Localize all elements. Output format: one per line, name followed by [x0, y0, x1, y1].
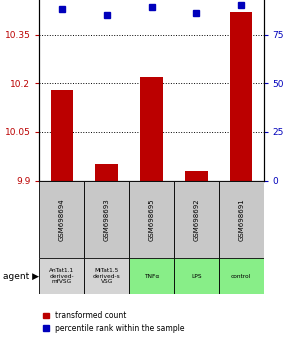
Bar — [140, 77, 163, 181]
Bar — [230, 12, 252, 181]
Bar — [39, 181, 84, 258]
Bar — [84, 258, 129, 294]
Text: GSM698691: GSM698691 — [238, 198, 244, 241]
Text: MiTat1.5
derived-s
VSG: MiTat1.5 derived-s VSG — [93, 268, 121, 284]
Bar — [129, 258, 174, 294]
Text: agent ▶: agent ▶ — [3, 272, 39, 281]
Bar — [51, 90, 73, 181]
Bar — [219, 181, 264, 258]
Legend: transformed count, percentile rank within the sample: transformed count, percentile rank withi… — [43, 312, 185, 332]
Bar — [95, 164, 118, 181]
Bar — [129, 181, 174, 258]
Text: TNFα: TNFα — [144, 274, 159, 279]
Bar — [84, 181, 129, 258]
Bar — [39, 258, 84, 294]
Text: LPS: LPS — [191, 274, 202, 279]
Bar — [219, 258, 264, 294]
Text: AnTat1.1
derived-
mfVSG: AnTat1.1 derived- mfVSG — [49, 268, 74, 284]
Text: GSM698695: GSM698695 — [148, 198, 155, 241]
Text: control: control — [231, 274, 251, 279]
Text: GSM698692: GSM698692 — [193, 198, 199, 241]
Text: GSM698693: GSM698693 — [104, 198, 110, 241]
Bar — [174, 181, 219, 258]
Bar — [185, 171, 208, 181]
Text: GSM698694: GSM698694 — [59, 198, 65, 241]
Bar — [174, 258, 219, 294]
